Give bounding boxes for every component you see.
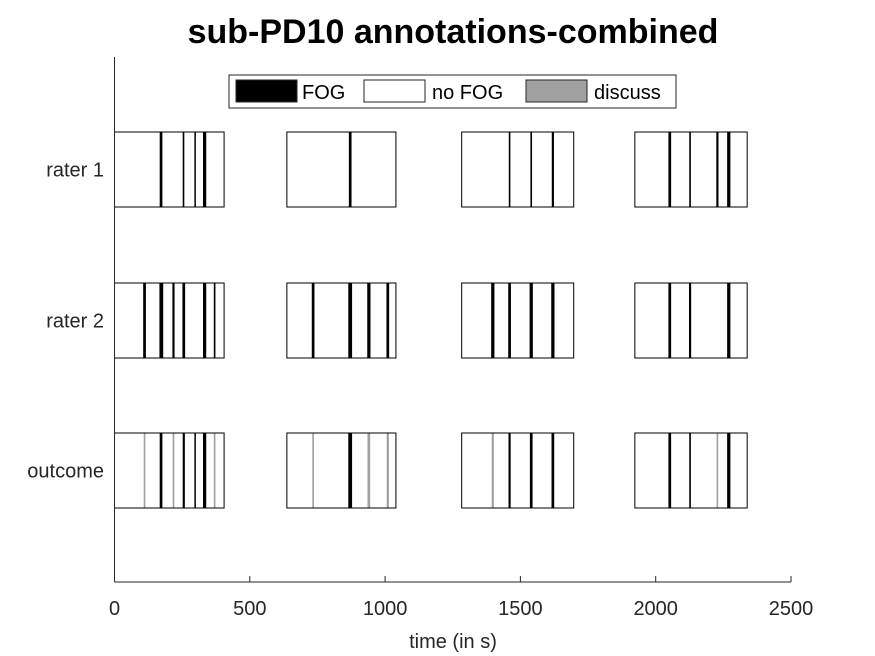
x-tick-label: 2000 bbox=[633, 598, 678, 620]
segment-fill bbox=[461, 283, 574, 358]
event-bar-fog bbox=[529, 433, 533, 508]
segment-box bbox=[286, 432, 397, 509]
row-0: rater 1 bbox=[46, 131, 748, 208]
event-bar-fog bbox=[182, 132, 185, 207]
axes-layer: 0 500 1000 1500 2000 2500 bbox=[109, 57, 813, 620]
legend-label: no FOG bbox=[432, 82, 503, 104]
segment-fill bbox=[461, 433, 574, 508]
event-bar-fog bbox=[530, 132, 533, 207]
event-bar-fog bbox=[491, 283, 495, 358]
event-bar-fog bbox=[508, 132, 511, 207]
event-bar-fog bbox=[668, 132, 672, 207]
rows-layer: rater 1 rater 2 outcome bbox=[27, 131, 748, 509]
x-tick-label: 2500 bbox=[769, 598, 814, 620]
row-label: outcome bbox=[27, 461, 104, 483]
x-tick-label: 1500 bbox=[498, 598, 543, 620]
row-label: rater 2 bbox=[46, 311, 104, 333]
row-label: rater 1 bbox=[46, 160, 104, 182]
x-tick-label: 0 bbox=[109, 598, 120, 620]
event-bar-discuss bbox=[213, 433, 216, 508]
event-bar-fog bbox=[194, 433, 196, 508]
event-bar-fog bbox=[689, 433, 691, 508]
event-bar-fog bbox=[551, 283, 555, 358]
legend-swatch bbox=[235, 79, 298, 103]
event-bar-discuss bbox=[172, 433, 175, 508]
legend-entry: FOG bbox=[235, 79, 345, 104]
segment-fill bbox=[114, 433, 225, 508]
segment-fill bbox=[286, 283, 396, 358]
event-bar-fog bbox=[182, 433, 185, 508]
event-bar-fog bbox=[202, 132, 207, 207]
legend: FOG no FOG discuss bbox=[228, 74, 677, 109]
event-bar-fog bbox=[508, 283, 511, 358]
legend-entry: discuss bbox=[525, 79, 661, 104]
event-bar-fog bbox=[311, 283, 315, 358]
legend-swatch bbox=[525, 79, 588, 103]
segment-box bbox=[634, 282, 748, 359]
event-bar-fog bbox=[348, 132, 352, 207]
event-bar-discuss bbox=[143, 433, 146, 508]
segment-box bbox=[461, 282, 575, 359]
segment-box bbox=[634, 432, 748, 509]
event-bar-discuss bbox=[367, 433, 371, 508]
row-2: outcome bbox=[27, 432, 748, 509]
event-bar-discuss bbox=[491, 433, 494, 508]
x-tick-label: 500 bbox=[233, 598, 266, 620]
segment-fill bbox=[114, 283, 225, 358]
segment-box bbox=[286, 131, 397, 208]
event-bar-fog bbox=[202, 433, 207, 508]
event-bar-fog bbox=[727, 433, 731, 508]
segment-fill bbox=[286, 132, 396, 207]
event-bar-fog bbox=[202, 283, 207, 358]
event-bar-fog bbox=[668, 433, 672, 508]
event-bar-fog bbox=[689, 132, 691, 207]
x-axis-label: time (in s) bbox=[409, 631, 497, 653]
row-1: rater 2 bbox=[46, 282, 748, 359]
x-tick-label: 1000 bbox=[363, 598, 408, 620]
segment-box bbox=[461, 432, 575, 509]
event-bar-fog bbox=[529, 283, 533, 358]
event-bar-fog bbox=[172, 283, 175, 358]
legend-swatch bbox=[363, 79, 426, 103]
event-bar-fog bbox=[716, 132, 719, 207]
event-bar-fog bbox=[727, 132, 731, 207]
legend-label: FOG bbox=[302, 82, 345, 104]
segment-box bbox=[286, 282, 397, 359]
chart-title: sub-PD10 annotations-combined bbox=[188, 13, 719, 51]
event-bar-fog bbox=[159, 433, 163, 508]
event-bar-fog bbox=[551, 132, 554, 207]
event-bar-discuss bbox=[386, 433, 389, 508]
event-bar-fog bbox=[688, 283, 692, 358]
event-bar-fog bbox=[668, 283, 672, 358]
legend-label: discuss bbox=[594, 82, 661, 104]
event-bar-fog bbox=[182, 283, 186, 358]
segment-fill bbox=[114, 132, 225, 207]
event-bar-fog bbox=[143, 283, 146, 358]
segment-fill bbox=[286, 433, 396, 508]
event-bar-discuss bbox=[716, 433, 719, 508]
event-bar-fog bbox=[367, 283, 371, 358]
event-bar-fog bbox=[551, 433, 555, 508]
event-bar-fog bbox=[508, 433, 511, 508]
event-bar-fog bbox=[348, 283, 353, 358]
event-bar-fog bbox=[213, 283, 216, 358]
event-bar-fog bbox=[159, 132, 163, 207]
segment-box bbox=[461, 131, 575, 208]
segment-box bbox=[634, 131, 748, 208]
legend-box bbox=[228, 74, 677, 109]
legend-entry: no FOG bbox=[363, 79, 503, 104]
event-bar-fog bbox=[159, 283, 164, 358]
event-bar-fog bbox=[194, 132, 196, 207]
event-bar-fog bbox=[348, 433, 353, 508]
segment-fill bbox=[461, 132, 574, 207]
event-bar-fog bbox=[727, 283, 731, 358]
event-bar-discuss bbox=[312, 433, 314, 508]
event-bar-fog bbox=[386, 283, 390, 358]
